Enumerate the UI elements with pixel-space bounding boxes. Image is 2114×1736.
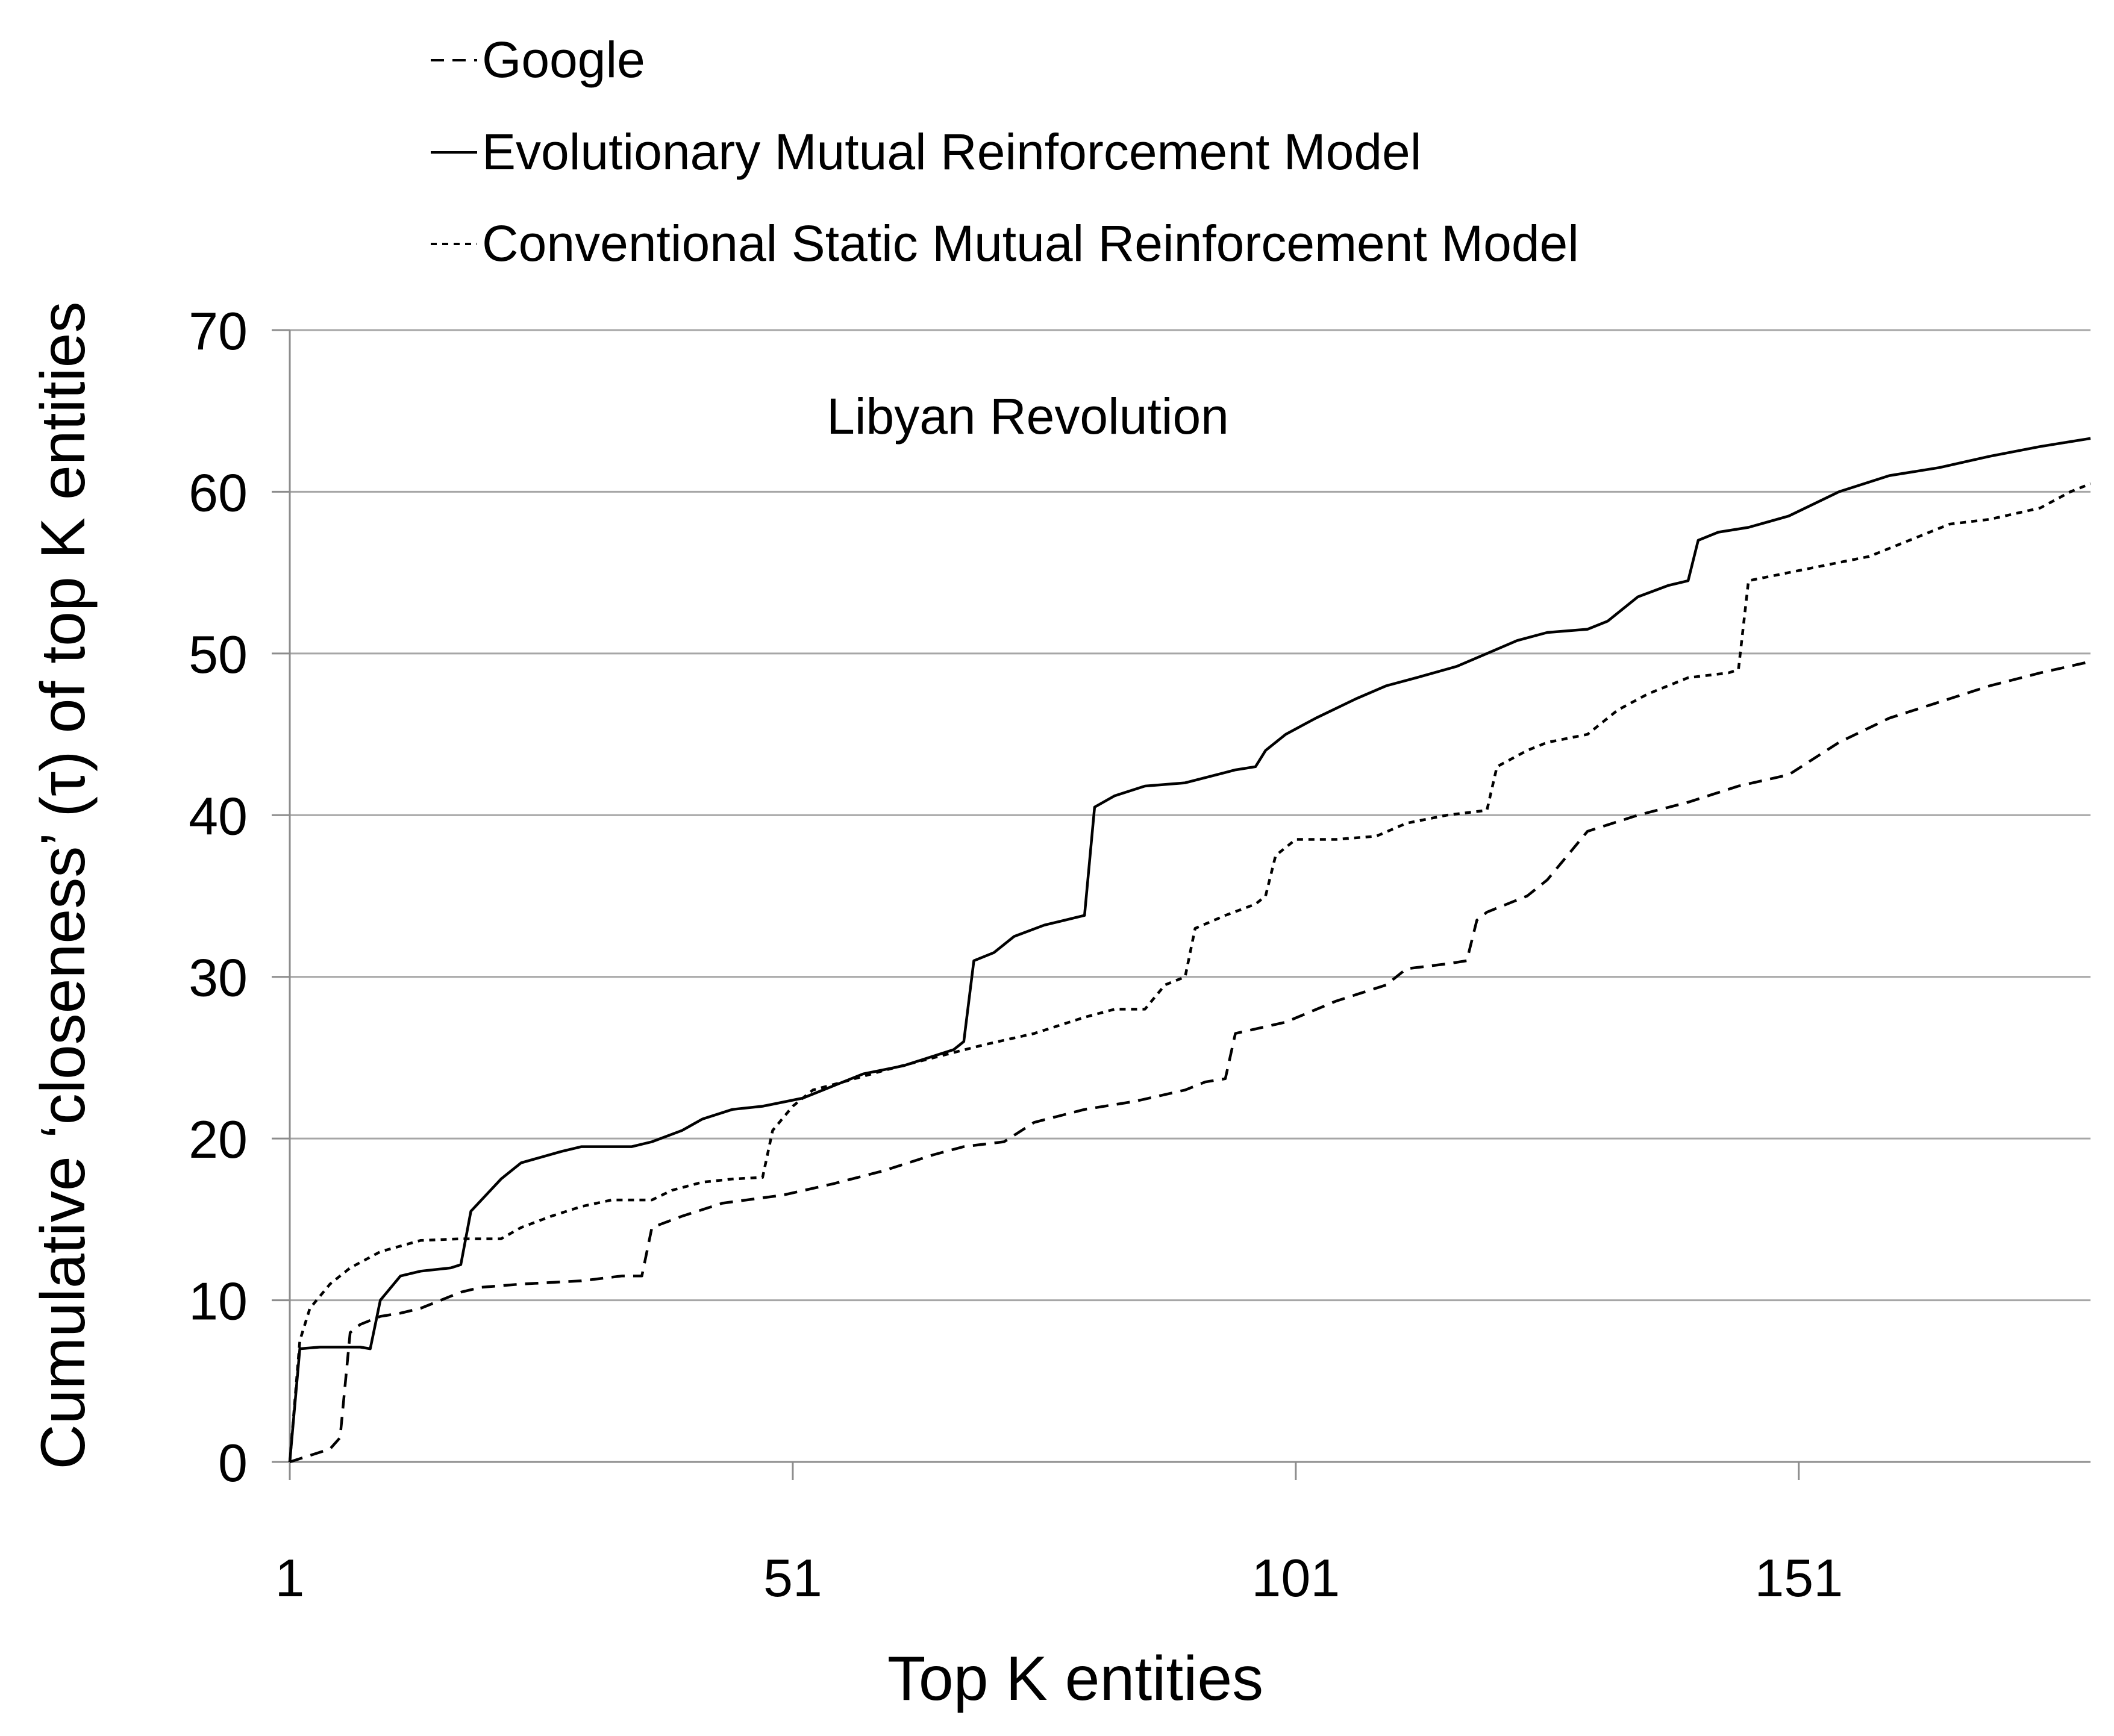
legend-label-conventional: Conventional Static Mutual Reinforcement… <box>482 215 1579 272</box>
x-tick-labels: 1 51 101 151 <box>275 1548 1843 1608</box>
y-tick-label-50: 50 <box>189 625 248 684</box>
y-axis-label: Cumulative ‘closeness’ (τ) of top K enti… <box>28 302 98 1470</box>
y-tick-label-30: 30 <box>189 948 248 1008</box>
legend-label-google: Google <box>482 31 645 88</box>
legend-label-evolutionary: Evolutionary Mutual Reinforcement Model <box>482 123 1421 180</box>
series-line-2 <box>288 482 2091 1463</box>
legend: Google Evolutionary Mutual Reinforcement… <box>431 31 1579 272</box>
y-tick-label-20: 20 <box>189 1110 248 1169</box>
series-line-0 <box>289 660 2091 1464</box>
series-line-1 <box>288 437 2091 1463</box>
y-tick-label-60: 60 <box>189 463 248 522</box>
y-tick-label-0: 0 <box>218 1433 248 1493</box>
axes <box>272 329 2091 1480</box>
x-tick-label-1: 1 <box>275 1548 305 1608</box>
x-tick-label-51: 51 <box>763 1548 822 1608</box>
x-axis-label: Top K entities <box>887 1644 1263 1714</box>
series-lines <box>288 437 2091 1464</box>
chart-annotation: Libyan Revolution <box>827 388 1229 445</box>
gridlines <box>290 329 2091 1302</box>
x-tick-label-101: 101 <box>1251 1548 1340 1608</box>
x-tick-label-151: 151 <box>1754 1548 1843 1608</box>
y-tick-label-40: 40 <box>189 786 248 846</box>
y-tick-labels: 0 10 20 30 40 50 60 70 <box>189 301 248 1493</box>
y-tick-label-70: 70 <box>189 301 248 361</box>
y-tick-label-10: 10 <box>189 1272 248 1331</box>
